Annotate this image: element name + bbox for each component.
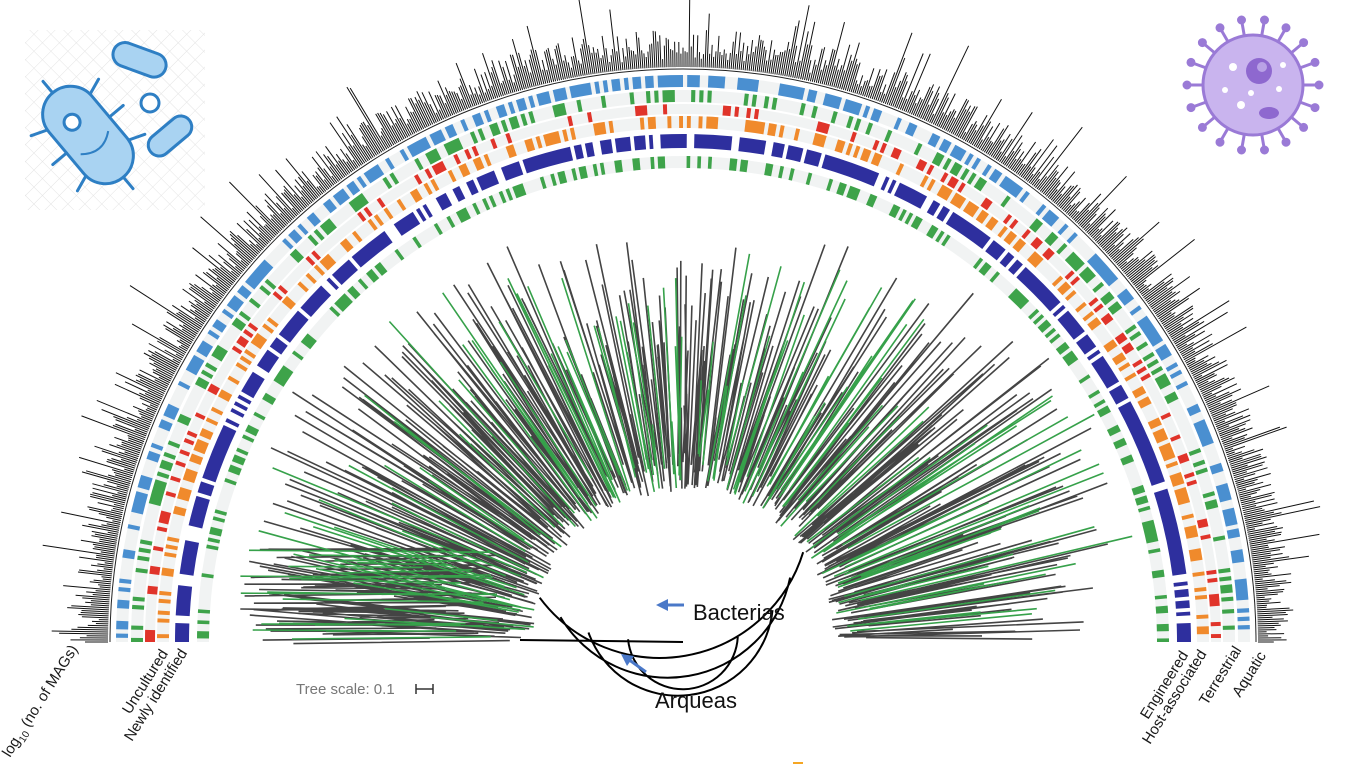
arqueas-label: Arqueas	[655, 688, 737, 713]
bacterias-arrow-icon	[656, 599, 684, 611]
histogram-bars	[42, 0, 1321, 643]
terrestrial-ring	[131, 90, 1235, 642]
aquatic-ring	[116, 75, 1250, 642]
mags-histogram-ring	[42, 0, 1321, 643]
mags-axis-label: log10 (no. of MAGs)	[0, 642, 84, 762]
histogram-baseline	[109, 68, 1257, 643]
bacterias-label: Bacterias	[693, 600, 785, 625]
virus-cell-icon	[1182, 15, 1324, 155]
engineered-ring	[157, 116, 1209, 642]
tree-inner-arcs	[538, 551, 805, 697]
newly-identified-ring	[197, 156, 1169, 642]
arqueas-arrow-icon	[621, 654, 647, 674]
phylogenetic-tree	[240, 242, 1133, 697]
bacteria-cluster-icon	[25, 30, 205, 210]
tree-branches-highlight	[240, 253, 1133, 640]
environment-rings	[116, 75, 1250, 642]
uncultured-ring	[175, 133, 1191, 642]
host-associated-ring	[145, 104, 1221, 642]
tree-scale-label: Tree scale: 0.1	[296, 681, 395, 698]
tree-scale-bar	[415, 684, 434, 694]
archaea-branch	[519, 639, 684, 643]
